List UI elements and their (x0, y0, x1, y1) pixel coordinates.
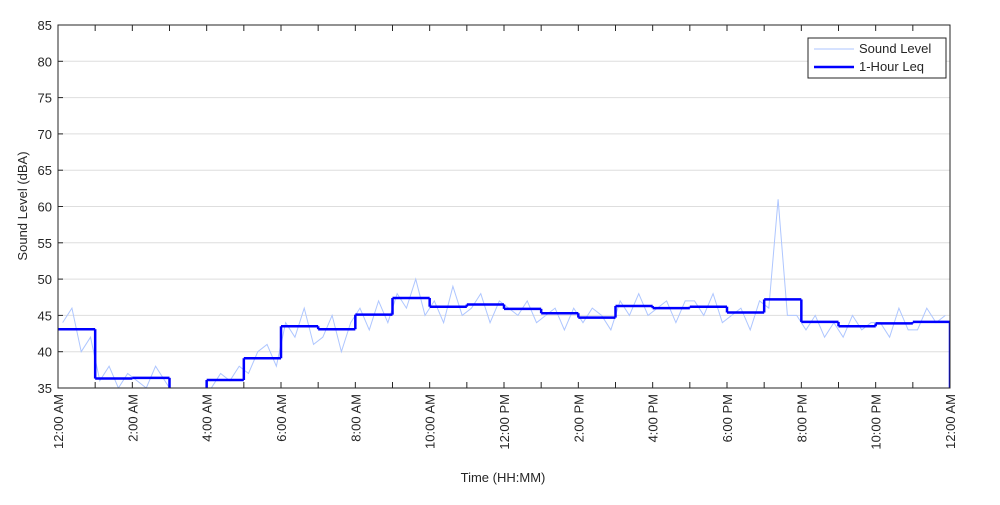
x-tick-label: 10:00 PM (869, 394, 884, 450)
y-tick-label: 65 (38, 163, 52, 178)
y-axis-label: Sound Level (dBA) (15, 151, 30, 260)
x-tick-label: 10:00 AM (423, 394, 438, 449)
x-tick-label: 2:00 AM (125, 394, 140, 442)
y-tick-label: 60 (38, 200, 52, 215)
x-tick-label: 4:00 PM (646, 394, 661, 442)
x-tick-label: 12:00 PM (497, 394, 512, 450)
y-tick-label: 45 (38, 308, 52, 323)
x-tick-label: 8:00 PM (794, 394, 809, 442)
y-tick-label: 40 (38, 345, 52, 360)
x-tick-label: 6:00 PM (720, 394, 735, 442)
y-tick-label: 35 (38, 381, 52, 396)
plot-frame (57, 24, 951, 389)
x-tick-label: 8:00 AM (348, 394, 363, 442)
x-tick-label: 4:00 AM (200, 394, 215, 442)
y-tick-label: 85 (38, 18, 52, 33)
y-tick-label: 70 (38, 127, 52, 142)
x-tick-label: 12:00 AM (943, 394, 958, 449)
x-tick-label: 2:00 PM (571, 394, 586, 442)
y-tick-label: 75 (38, 91, 52, 106)
legend-label-leq: 1-Hour Leq (859, 59, 924, 74)
x-tick-label: 6:00 AM (274, 394, 289, 442)
x-tick-label: 12:00 AM (51, 394, 66, 449)
legend-box (807, 37, 947, 79)
legend: Sound Level 1-Hour Leq (807, 37, 947, 79)
y-tick-label: 50 (38, 272, 52, 287)
sound-level-line (62, 199, 946, 388)
legend-label-sound-level: Sound Level (859, 41, 931, 56)
x-axis-label: Time (HH:MM) (461, 470, 546, 485)
y-tick-label: 55 (38, 236, 52, 251)
y-tick-label: 80 (38, 54, 52, 69)
